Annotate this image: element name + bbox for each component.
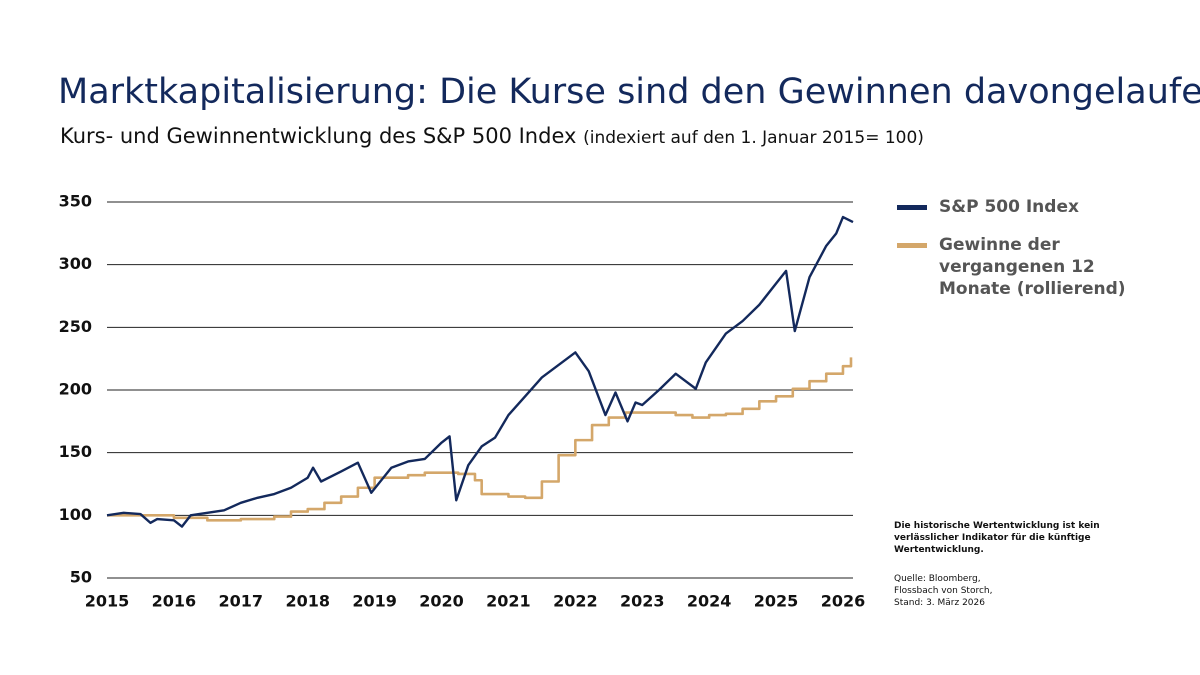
chart-title: Marktkapitalisierung: Die Kurse sind den… xyxy=(58,72,1200,112)
y-tick-label: 300 xyxy=(59,254,92,273)
x-tick-label: 2015 xyxy=(85,592,130,611)
subtitle-note: (indexiert auf den 1. Januar 2015= 100) xyxy=(583,128,924,148)
x-tick-label: 2017 xyxy=(219,592,264,611)
x-tick-label: 2016 xyxy=(152,592,197,611)
x-tick-label: 2023 xyxy=(620,592,665,611)
x-tick-label: 2025 xyxy=(754,592,799,611)
y-tick-label: 150 xyxy=(59,442,92,461)
x-tick-label: 2020 xyxy=(419,592,464,611)
y-tick-label: 250 xyxy=(59,317,92,336)
y-tick-label: 350 xyxy=(59,192,92,211)
legend-entry: S&P 500 Index xyxy=(897,196,1157,218)
source-line: Flossbach von Storch, xyxy=(894,586,993,596)
legend-swatch xyxy=(897,205,927,210)
y-tick-label: 50 xyxy=(70,568,92,587)
x-tick-label: 2021 xyxy=(486,592,531,611)
x-tick-label: 2022 xyxy=(553,592,598,611)
legend-label: S&P 500 Index xyxy=(939,197,1079,217)
source: Quelle: Bloomberg, Flossbach von Storch, S… xyxy=(894,573,992,609)
y-tick-label: 100 xyxy=(59,505,92,524)
legend-label: Gewinne der vergangenen 12 Monate (rolli… xyxy=(939,235,1126,299)
line-series xyxy=(107,357,853,522)
legend-entry: Gewinne der vergangenen 12 Monate (rolli… xyxy=(897,234,1157,300)
line-series xyxy=(106,215,854,528)
disclaimer: Die historische Wertentwicklung ist kein… xyxy=(894,521,1100,555)
legend-swatch xyxy=(897,243,927,248)
x-tick-label: 2018 xyxy=(285,592,330,611)
source-line: Stand: 3. März 2026 xyxy=(894,598,985,608)
x-tick-label: 2019 xyxy=(352,592,397,611)
y-tick-label: 200 xyxy=(59,380,92,399)
subtitle: Kurs- und Gewinnentwicklung des S&P 500 … xyxy=(60,124,924,148)
x-tick-label: 2024 xyxy=(687,592,732,611)
legend: S&P 500 Index Gewinne der vergangenen 12 … xyxy=(897,196,1157,316)
source-line: Quelle: Bloomberg, xyxy=(894,574,981,584)
x-tick-label: 2026 xyxy=(821,592,866,611)
subtitle-text: Kurs- und Gewinnentwicklung des S&P 500 … xyxy=(60,124,577,148)
